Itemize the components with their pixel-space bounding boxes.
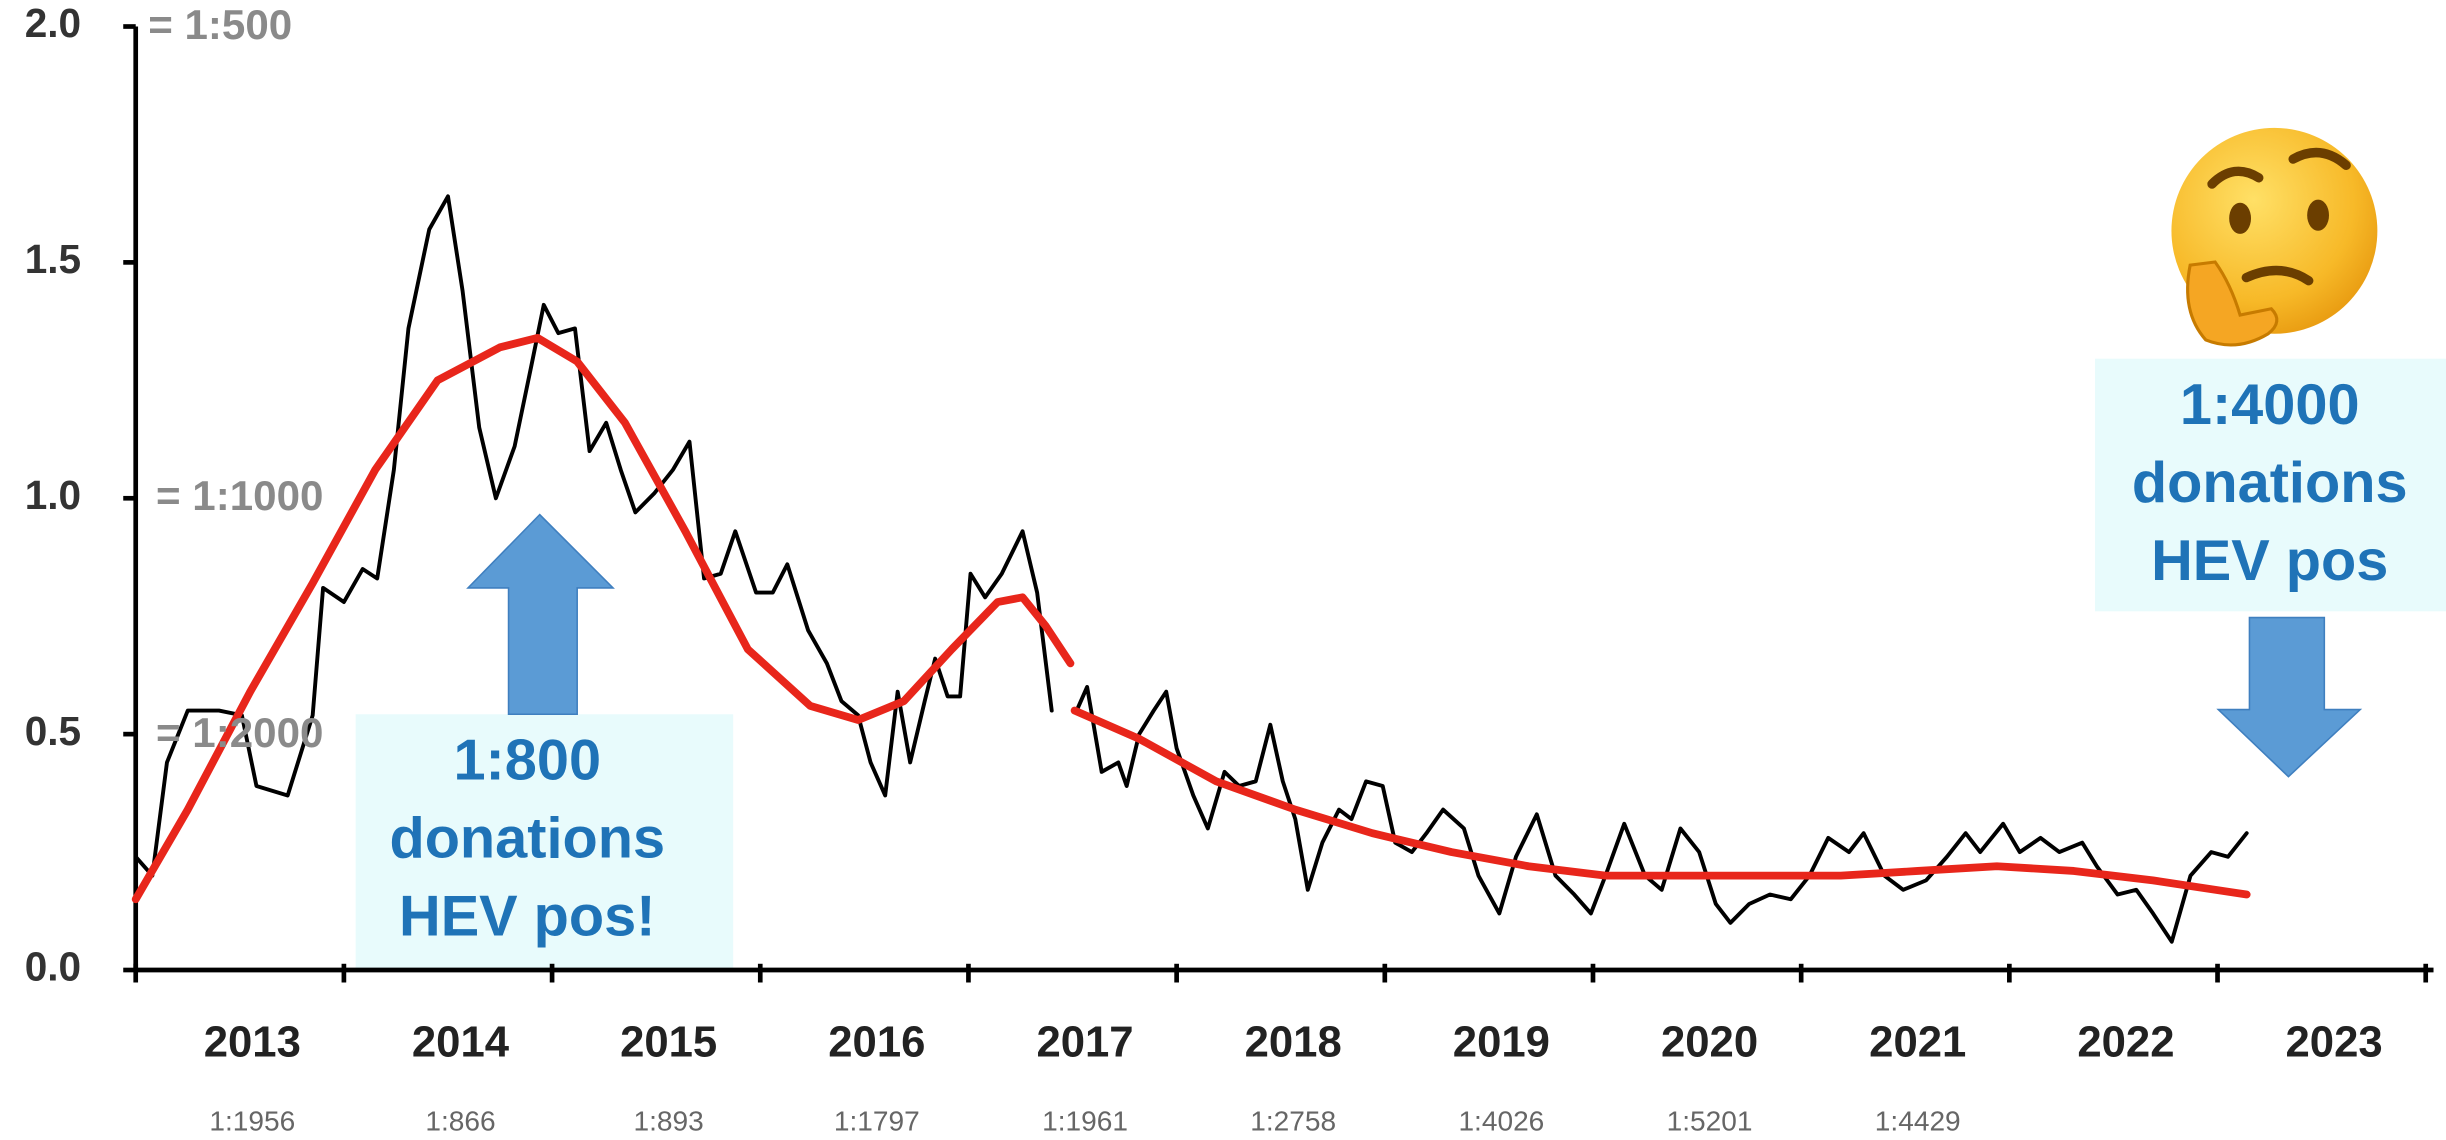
thinking-emoji	[2171, 127, 2378, 347]
x-category-label: 2023	[2286, 1017, 2383, 1066]
x-category-label: 2013	[204, 1017, 301, 1066]
x-category-label: 2020	[1661, 1017, 1758, 1066]
callout-text: HEV pos!	[399, 884, 655, 948]
callout-text: 1:4000	[2180, 373, 2360, 437]
x-category-label: 2015	[620, 1017, 717, 1066]
reference-label: = 1:2000	[156, 709, 323, 756]
y-tick-label: 1.0	[25, 472, 81, 518]
arrow-down	[2216, 616, 2363, 778]
x-sub-label: 1:4429	[1875, 1105, 1961, 1136]
callout-box	[2095, 358, 2446, 612]
x-sub-label: 1:5201	[1667, 1105, 1753, 1136]
x-category-label: 2014	[412, 1017, 510, 1066]
x-category-label: 2017	[1036, 1017, 1133, 1066]
callout-text: 1:800	[453, 728, 601, 792]
x-sub-label: 1:2758	[1250, 1105, 1336, 1136]
x-sub-label: 1:1797	[834, 1105, 920, 1136]
y-tick-label: 1.5	[25, 236, 81, 282]
x-category-label: 2018	[1245, 1017, 1342, 1066]
y-tick-label: 2.0	[25, 0, 81, 46]
x-category-label: 2022	[2077, 1017, 2174, 1066]
x-sub-label: 1:1961	[1042, 1105, 1128, 1136]
y-tick-label: 0.5	[25, 708, 81, 754]
callout-text: HEV pos	[2151, 529, 2388, 593]
x-sub-label: 1:4026	[1458, 1105, 1544, 1136]
x-category-label: 2016	[828, 1017, 925, 1066]
x-category-label: 2021	[1869, 1017, 1966, 1066]
callout-box	[355, 714, 734, 971]
arrow-up	[466, 513, 615, 716]
y-tick-label: 0.0	[25, 944, 81, 990]
data-line	[133, 194, 2249, 944]
trend-line	[131, 333, 2251, 904]
x-sub-label: 1:1956	[209, 1105, 295, 1136]
x-sub-label: 1:893	[634, 1105, 704, 1136]
callout-text: donations	[2132, 451, 2408, 515]
reference-label: = 1:1000	[156, 472, 323, 519]
callout-text: donations	[389, 806, 665, 870]
x-sub-label: 1:866	[425, 1105, 495, 1136]
x-category-label: 2019	[1453, 1017, 1550, 1066]
reference-label: = 1:500	[148, 1, 292, 48]
